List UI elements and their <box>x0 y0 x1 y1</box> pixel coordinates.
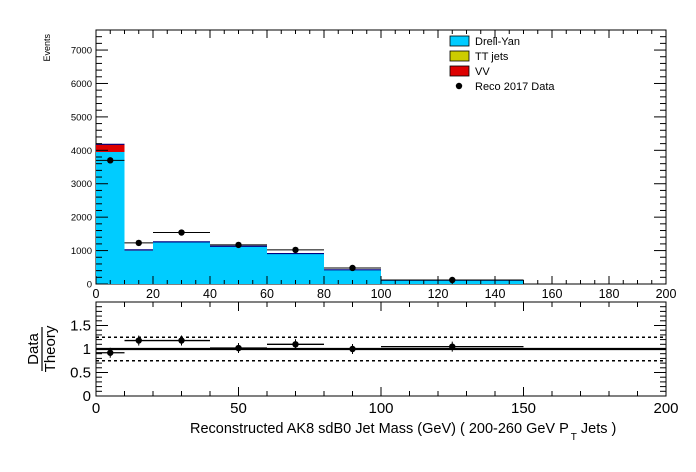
top-x-tick-label-4: 80 <box>317 287 331 301</box>
top-y-tick-label-6: 6000 <box>71 79 92 90</box>
ratio-point-6 <box>449 343 456 350</box>
data-point-6 <box>449 276 456 284</box>
data-point-1 <box>135 239 142 247</box>
ratio-point-3 <box>235 344 242 352</box>
ratio-x-tick-label-0: 0 <box>92 400 100 417</box>
legend-label-reco-2017-data: Reco 2017 Data <box>475 81 555 93</box>
top-x-tick-label-10: 200 <box>656 287 677 301</box>
top-y-tick-label-7: 7000 <box>71 46 92 57</box>
top-y-tick-label-5: 5000 <box>71 112 92 123</box>
ratio-x-tick-label-4: 200 <box>653 400 678 417</box>
legend-swatch-vv <box>449 65 470 77</box>
legend-swatch-drell-yan <box>449 35 470 47</box>
ratio-x-tick-label-3: 150 <box>511 400 536 417</box>
data-point-0 <box>107 157 114 164</box>
bar-drell-yan-1 <box>124 250 153 284</box>
ratio-x-tick-label-1: 50 <box>230 400 247 417</box>
ratio-points <box>96 335 524 358</box>
x-axis-title: Reconstructed AK8 sdB0 Jet Mass (GeV) ( … <box>190 421 616 443</box>
top-x-tick-label-1: 20 <box>146 287 160 301</box>
top-x-tick-label-9: 180 <box>599 287 620 301</box>
top-y-axis-label: Events <box>42 34 52 62</box>
legend-marker-reco-2017-data <box>455 82 463 90</box>
legend-label-vv: VV <box>475 66 490 78</box>
top-y-tick-label-2: 2000 <box>71 213 92 224</box>
ratio-y-axis: 0 0.5 1 1.5 <box>70 306 666 405</box>
ratio-y-tick-label-1: 0.5 <box>70 365 91 382</box>
top-x-tick-label-6: 120 <box>428 287 449 301</box>
data-point-5 <box>349 264 356 272</box>
top-x-tick-label-2: 40 <box>203 287 217 301</box>
ratio-panel: 0 50 100 150 200 0 0.5 1 1.5 Data Theory Recons… <box>25 301 679 443</box>
bar-vv-0 <box>96 144 125 152</box>
ratio-point-2 <box>178 337 185 344</box>
legend-label-drell-yan: Drell-Yan <box>475 36 520 48</box>
top-x-tick-label-5: 100 <box>371 287 392 301</box>
ratio-y-label-denominator: Theory <box>42 325 59 372</box>
bar-drell-yan-4 <box>267 253 324 284</box>
ratio-point-5 <box>349 345 356 353</box>
ratio-y-axis-label: Data Theory <box>25 325 59 372</box>
ratio-x-axis: 0 50 100 150 200 <box>92 302 679 417</box>
x-axis-title-suffix: Jets ) <box>577 421 616 437</box>
bar-drell-yan-0 <box>96 151 125 284</box>
top-x-tick-label-0: 0 <box>93 287 100 301</box>
data-point-2 <box>178 229 185 236</box>
top-y-axis: 0 1000 2000 3000 4000 5000 6000 7000 <box>71 29 666 291</box>
ratio-y-tick-label-3: 1.5 <box>70 318 91 335</box>
ratio-x-tick-label-2: 100 <box>368 400 393 417</box>
data-points <box>96 157 524 284</box>
top-y-tick-label-0: 0 <box>87 280 92 291</box>
bar-drell-yan-2 <box>153 242 210 284</box>
x-axis-title-subscript: T <box>571 432 577 443</box>
data-point-4 <box>292 246 299 254</box>
top-y-tick-label-4: 4000 <box>71 146 92 157</box>
ratio-point-0 <box>107 349 114 356</box>
legend-swatch-tt-jets <box>449 50 470 62</box>
ratio-point-4 <box>292 341 299 348</box>
legend-label-tt-jets: TT jets <box>475 51 509 63</box>
data-point-3 <box>235 241 242 249</box>
ratio-y-tick-label-0: 0 <box>83 388 91 405</box>
top-x-tick-label-3: 60 <box>260 287 274 301</box>
top-histogram-panel: Events 0 20 40 60 80 100 120 140 160 180 200 0 1000… <box>42 29 677 301</box>
top-y-tick-label-3: 3000 <box>71 179 92 190</box>
top-y-tick-label-1: 1000 <box>71 246 92 257</box>
ratio-point-1 <box>135 337 142 344</box>
stacked-bars <box>96 143 524 284</box>
ratio-y-label-numerator: Data <box>25 333 42 365</box>
x-axis-title-main: Reconstructed AK8 sdB0 Jet Mass (GeV) ( … <box>190 421 569 437</box>
top-x-tick-label-7: 140 <box>485 287 506 301</box>
bar-drell-yan-3 <box>210 246 267 284</box>
ratio-y-tick-label-2: 1 <box>83 341 91 358</box>
legend: Drell-Yan TT jets VV Reco 2017 Data <box>449 35 555 93</box>
top-x-tick-label-8: 160 <box>542 287 563 301</box>
